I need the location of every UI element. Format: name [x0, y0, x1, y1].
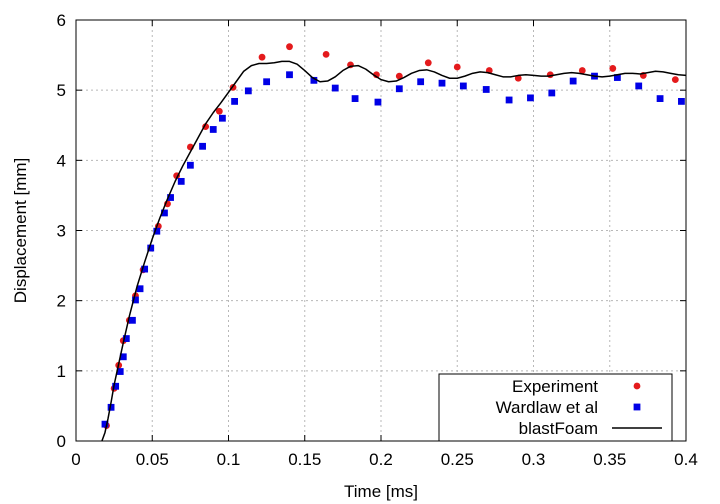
series-line: [101, 60, 687, 442]
data-point: [613, 74, 621, 81]
data-point: [209, 126, 217, 133]
x-tick-label: 0.25: [441, 450, 474, 469]
data-point: [417, 78, 425, 86]
data-point: [231, 97, 238, 105]
data-point: [671, 76, 679, 84]
data-point: [129, 316, 136, 324]
data-point: [505, 96, 513, 104]
legend-label: Experiment: [512, 377, 598, 396]
data-point: [286, 43, 293, 51]
data-point: [395, 85, 403, 93]
y-tick-label: 3: [57, 222, 66, 241]
data-point: [101, 420, 109, 428]
data-point: [453, 63, 461, 71]
x-axis-title: Time [ms]: [344, 482, 418, 501]
series-wardlaw-et-al: [101, 71, 685, 428]
data-point: [153, 227, 161, 235]
data-point: [136, 285, 144, 293]
data-point: [107, 403, 115, 411]
legend: Experiment Wardlaw et al blastFoam: [438, 373, 673, 442]
data-point: [167, 194, 174, 201]
legend-item: Wardlaw et al: [496, 398, 641, 417]
data-point: [438, 79, 446, 87]
data-point: [141, 265, 149, 273]
legend-box: [438, 373, 673, 442]
y-tick-label: 6: [57, 11, 66, 30]
data-point: [678, 97, 685, 105]
x-tick-label: 0.35: [593, 450, 626, 469]
data-point: [527, 94, 534, 102]
data-point: [331, 84, 339, 92]
y-tick-label: 1: [57, 362, 66, 381]
y-tick-label: 2: [57, 292, 66, 311]
legend-label: blastFoam: [519, 419, 598, 438]
data-point: [112, 382, 120, 390]
axis-ticks: 0 0.05 0.1 0.15 0.2 0.25 0.3 0.35 0.4 0 1 2 3 4 5 6: [57, 11, 698, 469]
data-point: [122, 335, 130, 342]
grid: [76, 20, 686, 441]
data-point: [322, 50, 330, 58]
data-point: [459, 82, 467, 90]
data-point: [395, 72, 403, 80]
data-point: [215, 107, 223, 115]
data-point: [258, 53, 266, 61]
x-tick-label: 0.05: [136, 450, 169, 469]
data-point: [244, 87, 252, 95]
data-point: [374, 98, 382, 106]
legend-item: Experiment: [512, 377, 641, 396]
x-tick-label: 0.3: [522, 450, 546, 469]
series-blastfoam: [101, 60, 687, 442]
y-axis-title: Displacement [mm]: [11, 158, 30, 303]
data-point: [351, 95, 359, 102]
legend-key-circle: [633, 382, 641, 390]
data-point: [199, 142, 206, 150]
data-point: [656, 95, 664, 102]
data-point: [177, 177, 185, 185]
data-point: [186, 161, 194, 169]
x-tick-label: 0.1: [217, 450, 241, 469]
data-point: [569, 77, 577, 85]
data-point: [482, 86, 490, 93]
x-tick-label: 0.2: [369, 450, 393, 469]
data-point: [116, 368, 124, 375]
legend-label: Wardlaw et al: [496, 398, 598, 417]
data-point: [119, 353, 127, 361]
y-tick-label: 4: [57, 151, 66, 170]
data-point: [147, 244, 155, 252]
data-point: [263, 78, 271, 86]
data-point: [424, 59, 432, 67]
data-point: [548, 89, 556, 97]
data-point: [132, 296, 139, 304]
data-point: [514, 74, 522, 82]
y-tick-label: 5: [57, 81, 66, 100]
x-tick-label: 0.15: [288, 450, 321, 469]
data-point: [310, 76, 318, 84]
data-point: [219, 114, 226, 122]
x-tick-label: 0: [71, 450, 80, 469]
y-tick-label: 0: [57, 432, 66, 451]
data-point: [161, 209, 168, 217]
data-point: [578, 67, 586, 74]
series-layer: [101, 43, 687, 442]
legend-item: blastFoam: [519, 419, 662, 438]
data-point: [609, 65, 617, 72]
x-tick-label: 0.4: [674, 450, 698, 469]
data-point: [635, 82, 643, 90]
data-point: [286, 71, 293, 79]
legend-key-square: [633, 403, 641, 411]
